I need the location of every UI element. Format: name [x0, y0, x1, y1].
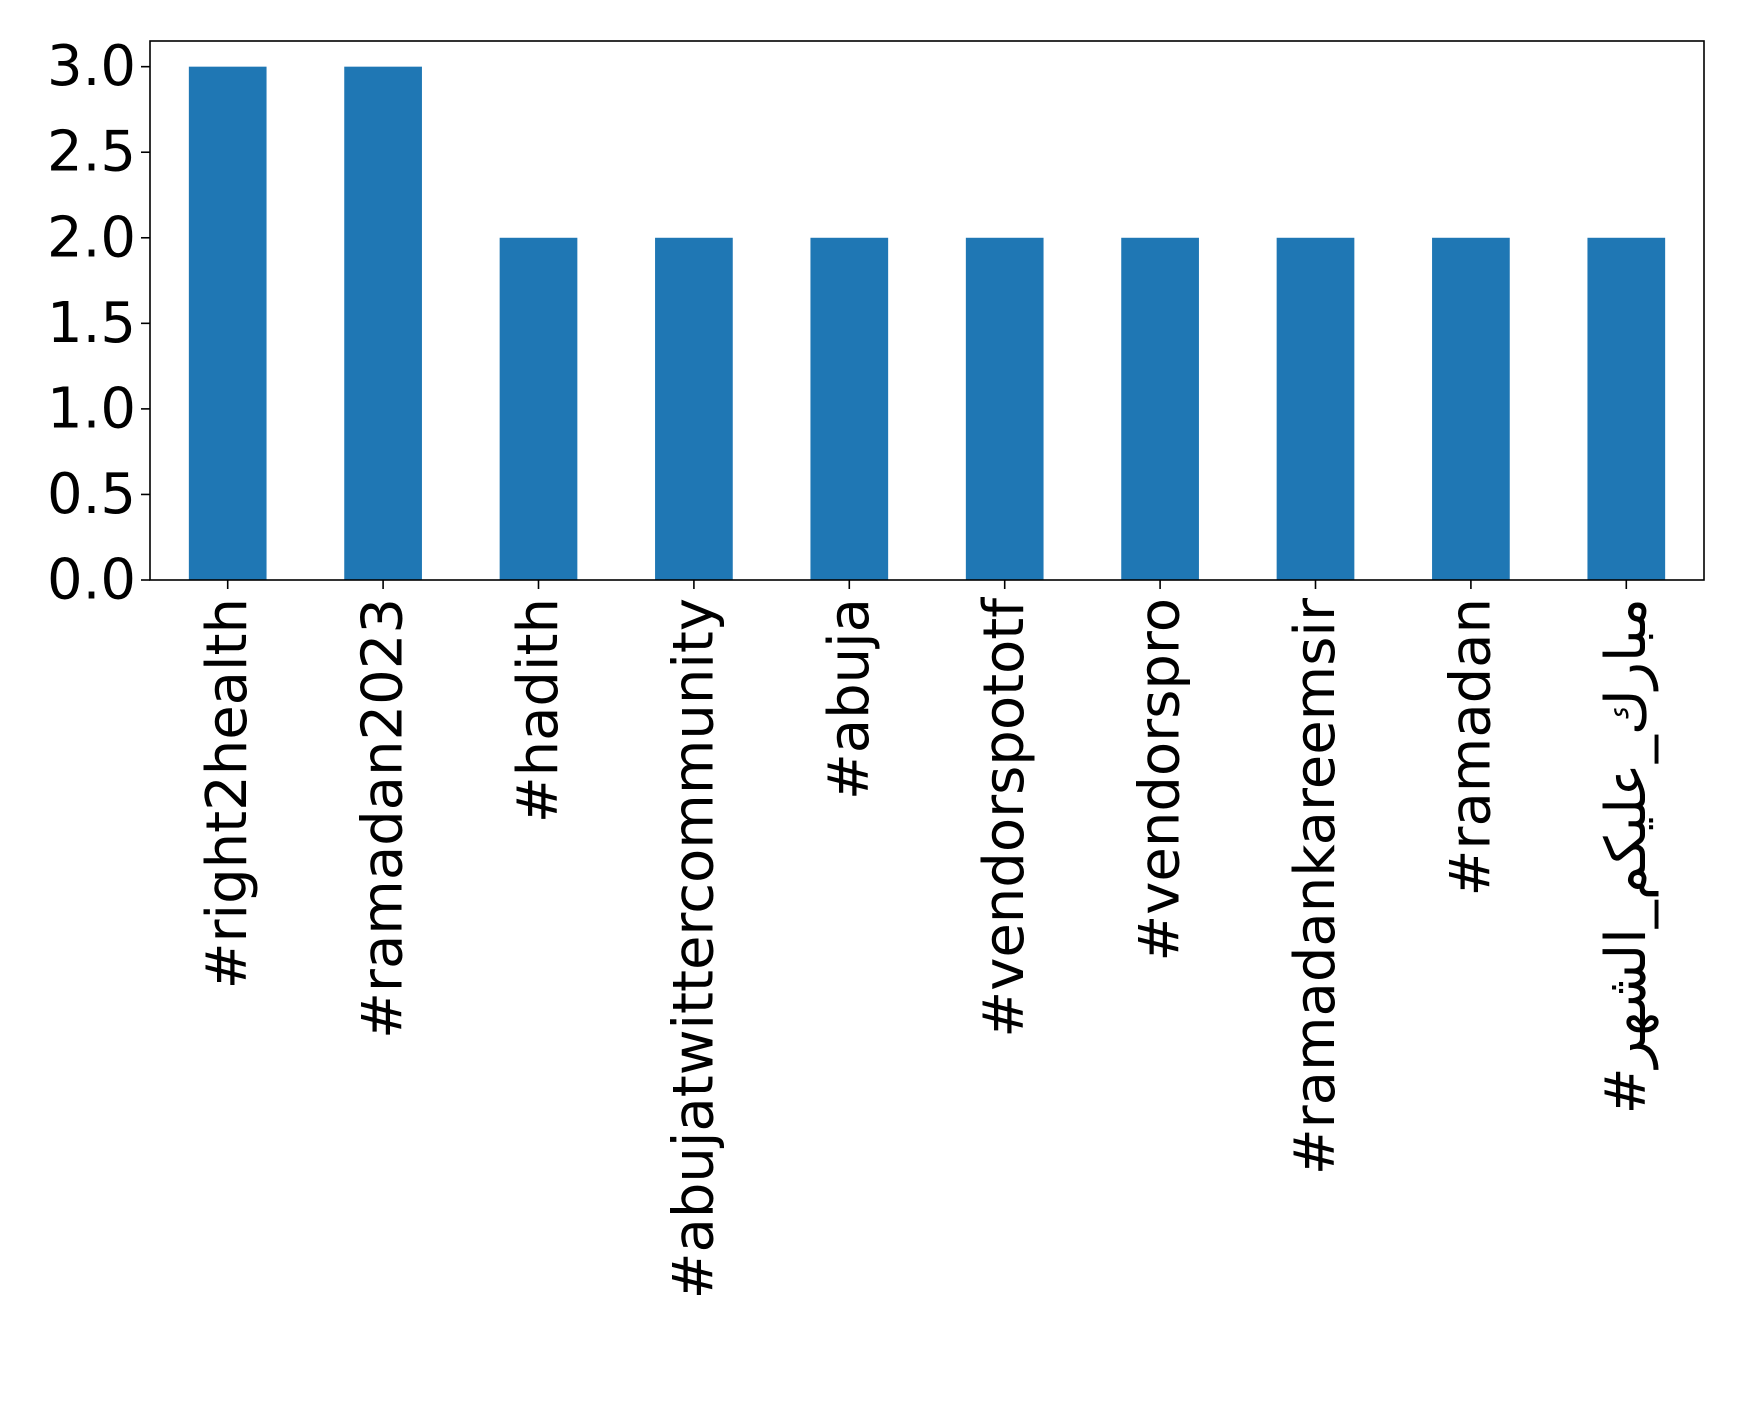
y-tick-label-3: 1.5 [47, 291, 136, 356]
bar-7 [1276, 237, 1355, 580]
y-tick-label-2: 1.0 [47, 376, 136, 441]
bars-layer [188, 66, 1666, 580]
bar-0 [188, 66, 267, 580]
x-tick-label-0: #right2health [195, 598, 260, 989]
x-tick-label-3: #abujatwittercommunity [661, 598, 726, 1299]
bar-9 [1587, 237, 1666, 580]
y-tick-label-6: 3.0 [47, 34, 136, 99]
plot-frame [149, 40, 1705, 581]
bar-6 [1121, 237, 1199, 580]
x-tick-label-1: #ramadan2023 [351, 598, 416, 1039]
x-tick-label-9: #مبارك_عليكم_الشهر [1594, 598, 1659, 1114]
bar-3 [655, 237, 733, 580]
bar-8 [1432, 237, 1510, 580]
y-tick-label-0: 0.0 [47, 548, 136, 613]
bar-5 [965, 237, 1044, 580]
y-tick-label-4: 2.0 [47, 205, 136, 270]
x-tick-label-5: #vendorspototf [972, 597, 1037, 1038]
x-axis: #right2health #ramadan2023 #hadith #abujatw… [195, 580, 1659, 1299]
bar-4 [810, 237, 889, 580]
x-tick-label-4: #abuja [817, 598, 882, 800]
y-tick-label-5: 2.5 [47, 120, 136, 185]
bar-2 [499, 237, 578, 580]
x-tick-label-2: #hadith [506, 598, 571, 823]
y-tick-label-1: 0.5 [47, 462, 136, 527]
x-tick-label-7: #ramadankareemsir [1283, 597, 1348, 1175]
x-tick-label-6: #vendorspro [1128, 598, 1193, 962]
x-tick-label-8: #ramadan [1438, 598, 1503, 896]
bar-1 [344, 66, 422, 580]
y-axis: 0.0 0.5 1.0 1.5 2.0 2.5 3.0 [47, 34, 150, 613]
